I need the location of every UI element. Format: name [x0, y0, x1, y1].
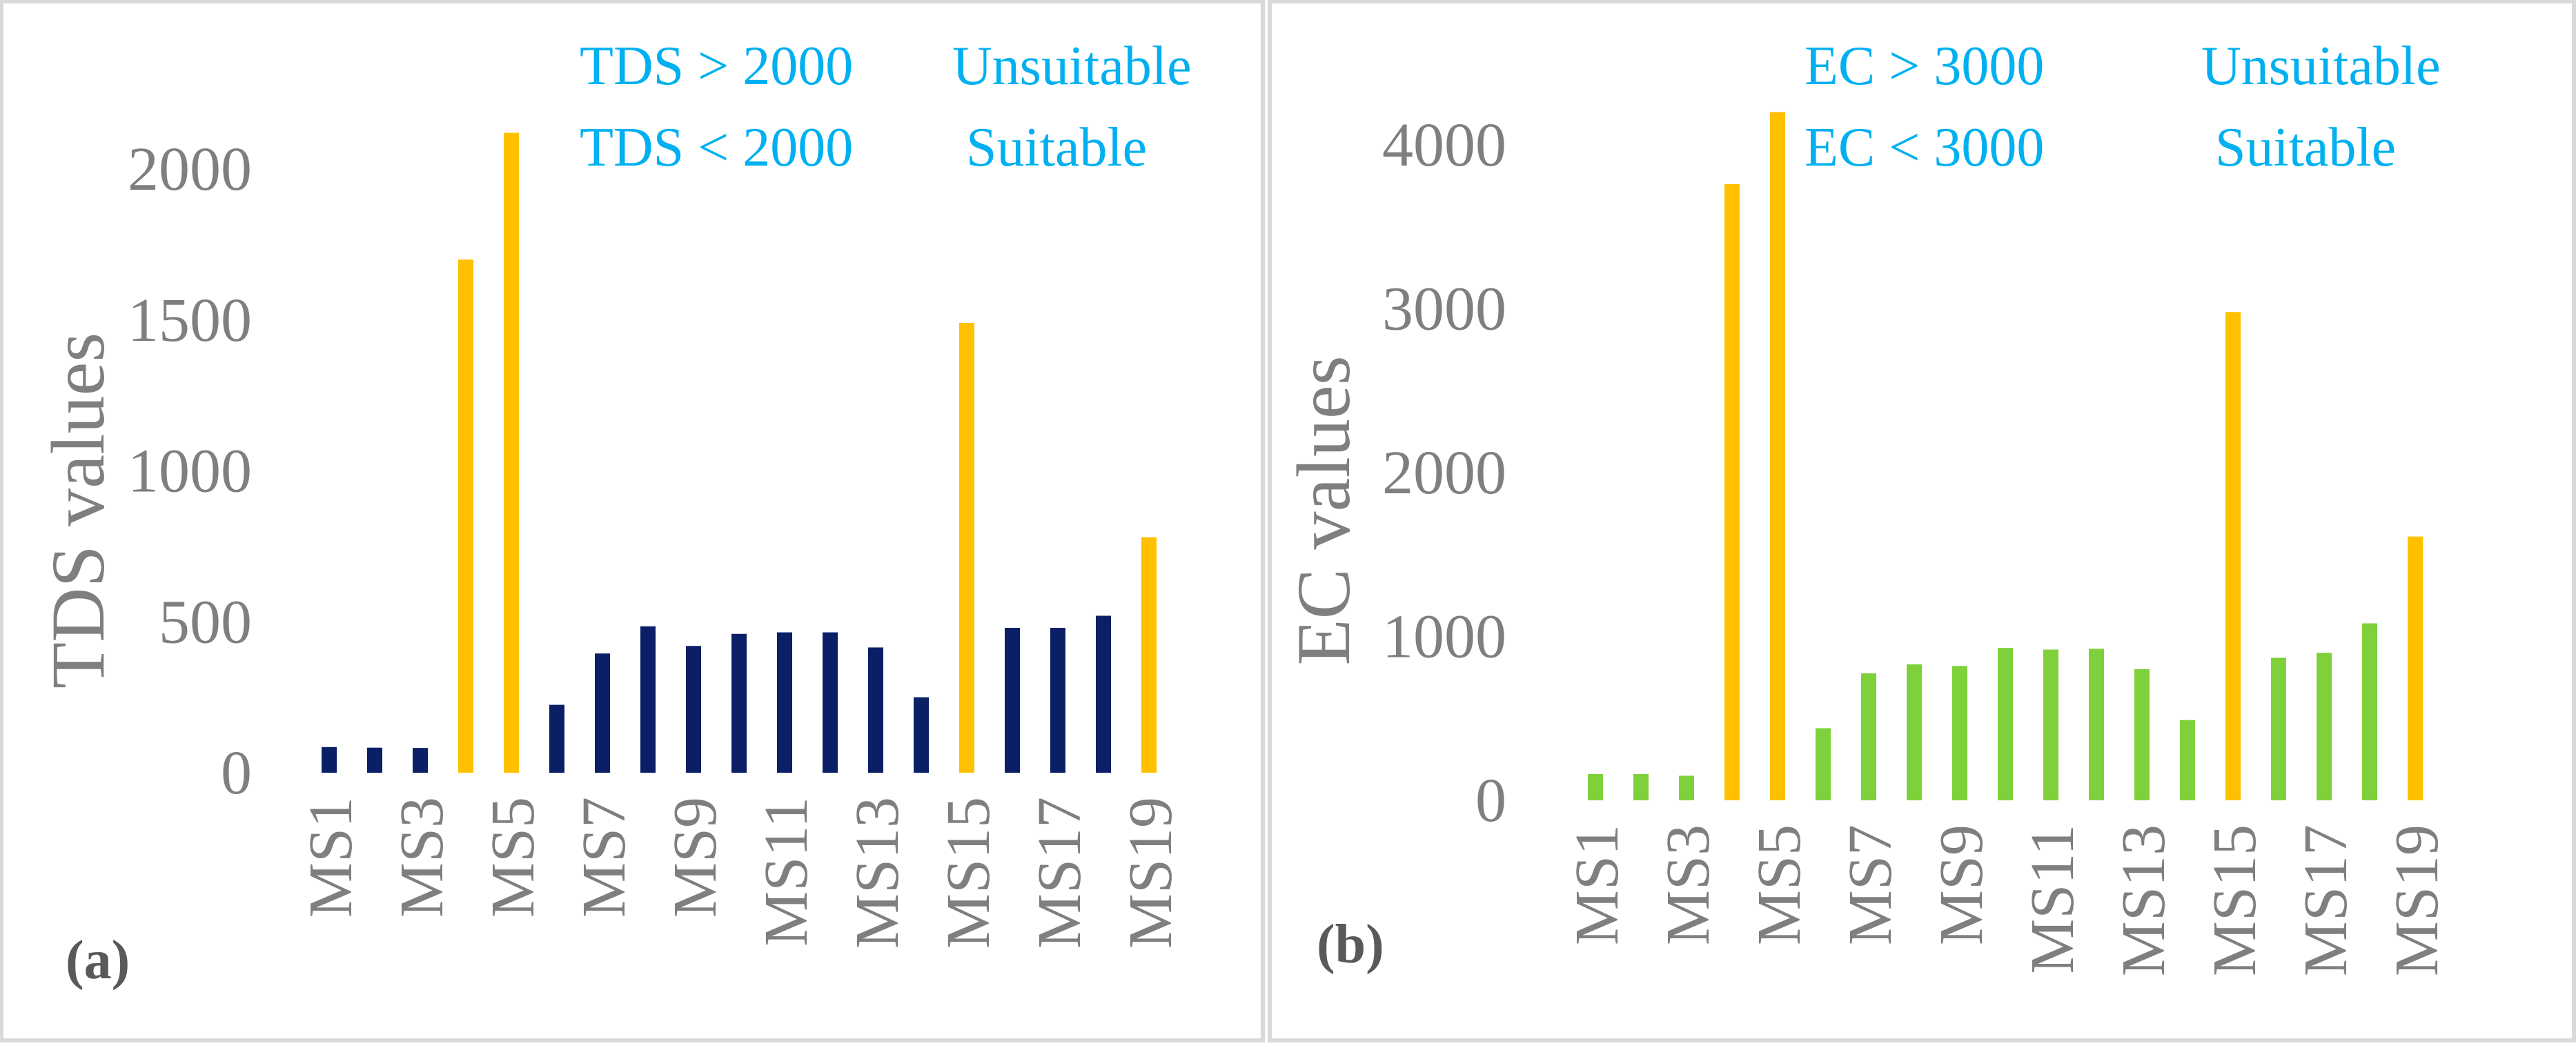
panel-a-y-tick-label: 1500 [128, 286, 252, 355]
panel-a-y-tick-label: 500 [159, 588, 252, 656]
panel-b-bar-ms16 [2271, 658, 2286, 800]
panel-a-border [0, 0, 1265, 1042]
panel-b-bar-ms15 [2225, 312, 2241, 800]
panel-b-bar-ms10 [1998, 648, 2013, 800]
panel-b-x-tick-label: MS17 [2292, 824, 2360, 976]
panel-a-x-tick-label: MS1 [297, 797, 365, 918]
panel-a-y-tick-label: 1000 [128, 437, 252, 506]
panel-a-x-tick-label: MS9 [661, 797, 729, 918]
panel-b-bar-ms8 [1907, 664, 1922, 800]
panel-a-bars [322, 132, 1157, 773]
panel-b-x-ticks: MS1 MS3 MS5 MS7 MS9 MS11 MS13 MS15 MS17 MS19 [1563, 824, 2451, 976]
panel-b-bar-ms4 [1724, 184, 1740, 800]
panel-a-bar-ms19 [1141, 537, 1157, 773]
panel-b-x-tick-label: MS15 [2201, 824, 2269, 976]
panel-b-annotation-1-condition: EC > 3000 [1805, 36, 2044, 97]
panel-b-bar-ms1 [1588, 774, 1603, 800]
panel-b-bar-ms14 [2180, 720, 2195, 800]
panel-b-bar-ms13 [2134, 669, 2150, 800]
panel-b-bar-ms2 [1633, 774, 1649, 800]
panel-b-x-tick-label: MS11 [2018, 824, 2087, 974]
panel-b-bar-ms5 [1770, 112, 1785, 800]
panel-a-bar-ms18 [1096, 615, 1111, 773]
panel-a-x-tick-label: MS15 [934, 797, 1003, 949]
panel-b-bar-ms9 [1952, 666, 1967, 800]
panel-a: 0 500 1000 1500 2000 MS1 MS3 MS5 MS7 MS9 MS11 MS13… [0, 0, 1265, 1042]
panel-a-x-tick-label: MS17 [1025, 797, 1094, 949]
panel-b-y-axis-title: EC values [1281, 355, 1366, 665]
panel-b-y-ticks: 0 1000 2000 3000 4000 [1382, 111, 1506, 835]
panel-a-bar-ms7 [595, 653, 610, 773]
panel-b-y-tick-label: 4000 [1382, 111, 1506, 179]
panel-a-y-tick-label: 2000 [128, 135, 252, 204]
panel-a-bar-ms13 [868, 647, 883, 773]
panel-a-bar-ms8 [640, 626, 656, 773]
panel-a-bar-ms17 [1050, 628, 1065, 773]
panel-a-y-ticks: 0 500 1000 1500 2000 [128, 135, 252, 807]
panel-b-annotation-1-class: Unsuitable [2201, 36, 2441, 97]
panel-b-bar-ms19 [2408, 536, 2423, 800]
panel-a-x-tick-label: MS5 [479, 797, 547, 918]
panel-a-bar-ms5 [504, 132, 519, 773]
panel-b-x-tick-label: MS13 [2110, 824, 2178, 976]
panel-a-x-tick-label: MS11 [752, 797, 820, 947]
panel-a-label: (a) [66, 930, 130, 991]
panel-b-x-tick-label: MS9 [1927, 824, 1996, 945]
panel-a-annotation-1-class: Unsuitable [952, 36, 1192, 97]
panel-b-x-tick-label: MS5 [1745, 824, 1813, 945]
panel-b-label: (b) [1317, 914, 1384, 975]
panel-b-x-tick-label: MS7 [1836, 824, 1905, 945]
panel-a-bar-ms16 [1005, 628, 1020, 773]
panel-a-bar-ms11 [777, 632, 792, 773]
panel-b-bar-ms12 [2089, 649, 2104, 800]
panel-b-bars [1588, 112, 2423, 800]
panel-a-y-axis-title: TDS values [36, 333, 120, 689]
panel-b-annotation-2-class: Suitable [2215, 117, 2396, 178]
panel-a-bar-ms6 [549, 704, 564, 773]
panel-b-y-tick-label: 0 [1475, 767, 1506, 835]
panel-a-x-tick-label: MS3 [388, 797, 456, 918]
panel-b-bar-ms3 [1679, 775, 1694, 800]
panel-b-bar-ms17 [2317, 653, 2332, 800]
panel-a-bar-ms9 [686, 646, 701, 773]
panel-b-bar-ms6 [1816, 728, 1831, 800]
panel-a-bar-ms1 [322, 747, 337, 773]
panel-b-y-tick-label: 3000 [1382, 275, 1506, 344]
panel-b-x-tick-label: MS3 [1654, 824, 1722, 945]
panel-a-annotation-2-condition: TDS < 2000 [580, 117, 853, 178]
panel-a-y-tick-label: 0 [221, 739, 252, 807]
panel-b-y-tick-label: 1000 [1382, 603, 1506, 671]
panel-a-x-ticks: MS1 MS3 MS5 MS7 MS9 MS11 MS13 MS15 MS17 MS19 [297, 797, 1185, 949]
panel-b-x-tick-label: MS1 [1563, 824, 1631, 945]
panel-b-bar-ms18 [2362, 623, 2377, 800]
panel-a-x-tick-label: MS7 [570, 797, 638, 918]
panel-a-bar-ms4 [458, 259, 473, 773]
panel-a-bar-ms2 [367, 747, 382, 773]
panel-a-annotation-1-condition: TDS > 2000 [580, 36, 853, 97]
panel-a-bar-ms15 [959, 323, 974, 773]
panel-b-border [1268, 0, 2576, 1042]
panel-a-bar-ms14 [914, 697, 929, 773]
panel-b-bar-ms7 [1861, 673, 1876, 800]
panel-a-x-tick-label: MS19 [1117, 797, 1185, 949]
panel-a-x-tick-label: MS13 [843, 797, 912, 949]
panel-b-annotation-2-condition: EC < 3000 [1805, 117, 2044, 178]
panel-a-bar-ms12 [823, 632, 838, 773]
panel-b-bar-ms11 [2043, 649, 2058, 800]
panel-a-annotation-2-class: Suitable [966, 117, 1147, 178]
panel-a-bar-ms10 [731, 633, 747, 773]
panel-a-bar-ms3 [413, 748, 428, 773]
panel-b-x-tick-label: MS19 [2383, 824, 2451, 976]
panel-b-y-tick-label: 2000 [1382, 439, 1506, 507]
